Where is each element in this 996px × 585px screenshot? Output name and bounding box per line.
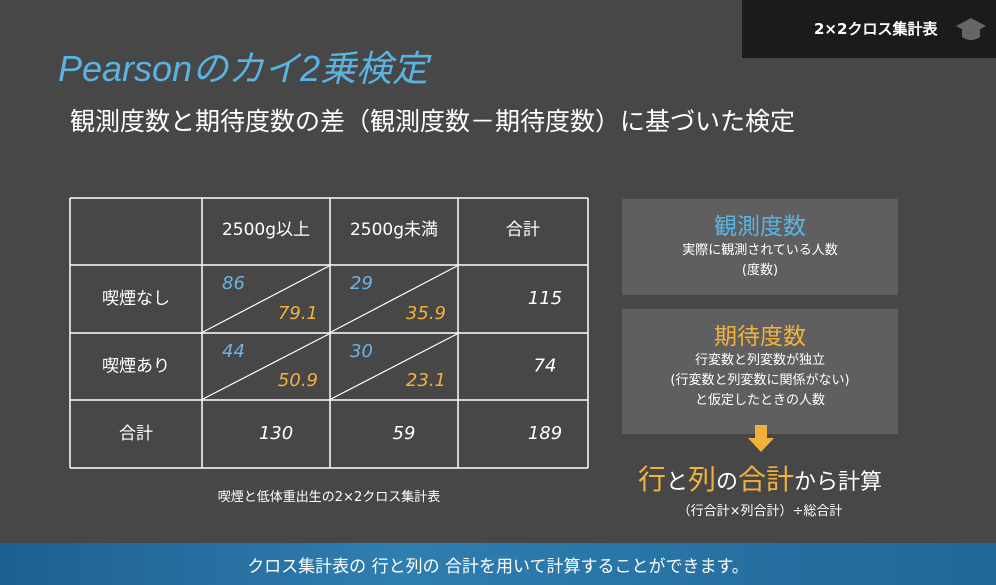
row-header: 喫煙あり <box>102 357 170 377</box>
footer-text: クロス集計表の 行と列の 合計を用いて計算することができます。 <box>247 557 749 577</box>
column-total: 130 <box>259 423 293 444</box>
diagonal <box>202 265 330 333</box>
formula-part: の <box>716 470 739 495</box>
row-header: 喫煙なし <box>102 289 170 309</box>
box-title: 観測度数 <box>714 214 806 240</box>
observed-value: 29 <box>350 273 373 294</box>
observed-box: 観測度数 実際に観測されている人数 (度数) <box>622 199 898 295</box>
diagonal <box>330 265 458 333</box>
header-tag-bg <box>742 0 996 58</box>
column-header: 2500g以上 <box>222 220 310 240</box>
formula-part: から計算 <box>794 470 883 495</box>
column-total: 59 <box>393 423 416 444</box>
observed-value: 44 <box>222 341 245 362</box>
formula: 行と列の合計から計算 <box>622 458 898 498</box>
observed-value: 30 <box>350 341 373 362</box>
formula-part: 行 <box>637 463 666 496</box>
formula-part: 列 <box>687 463 716 496</box>
header-tag: 2×2クロス集計表 <box>814 20 938 38</box>
observed-value: 86 <box>222 273 245 294</box>
diagonal <box>202 333 330 400</box>
subtitle: 観測度数と期待度数の差（観測度数－期待度数）に基づいた検定 <box>70 107 796 136</box>
formula-part: と <box>665 470 688 495</box>
box-line: 行変数と列変数が独立 <box>694 353 825 368</box>
column-header: 合計 <box>506 220 540 240</box>
row-total: 74 <box>534 356 557 377</box>
expected-value: 50.9 <box>278 370 318 391</box>
box-title: 期待度数 <box>714 324 806 350</box>
footer-band <box>0 543 996 585</box>
expected-value: 35.9 <box>406 303 446 324</box>
row-total: 115 <box>528 288 562 309</box>
cap-icon <box>956 18 986 40</box>
column-total: 189 <box>528 423 562 444</box>
expected-value: 23.1 <box>406 370 446 391</box>
box-line: 実際に観測されている人数 <box>682 243 838 258</box>
table-caption: 喫煙と低体重出生の2×2クロス集計表 <box>217 490 441 505</box>
formula-part: 合計 <box>738 463 795 496</box>
cross-table: 2500g以上 2500g未満 合計喫煙なし8679.12935.9115喫煙あり4… <box>69 197 589 469</box>
formula-note: （行合計×列合計）÷総合計 <box>677 504 843 519</box>
box-line: (度数) <box>741 263 779 278</box>
diagonal <box>330 333 458 400</box>
box-line: と仮定したときの人数 <box>694 393 825 408</box>
row-header: 合計 <box>119 424 153 444</box>
down-arrow <box>748 425 774 452</box>
expected-box: 期待度数 行変数と列変数が独立 (行変数と列変数に関係がない) と仮定したときの… <box>622 309 898 434</box>
title: Pearsonのカイ2乗検定 <box>58 48 429 89</box>
column-header: 2500g未満 <box>350 220 438 240</box>
expected-value: 79.1 <box>278 303 318 324</box>
box-line: (行変数と列変数に関係がない) <box>670 373 850 388</box>
